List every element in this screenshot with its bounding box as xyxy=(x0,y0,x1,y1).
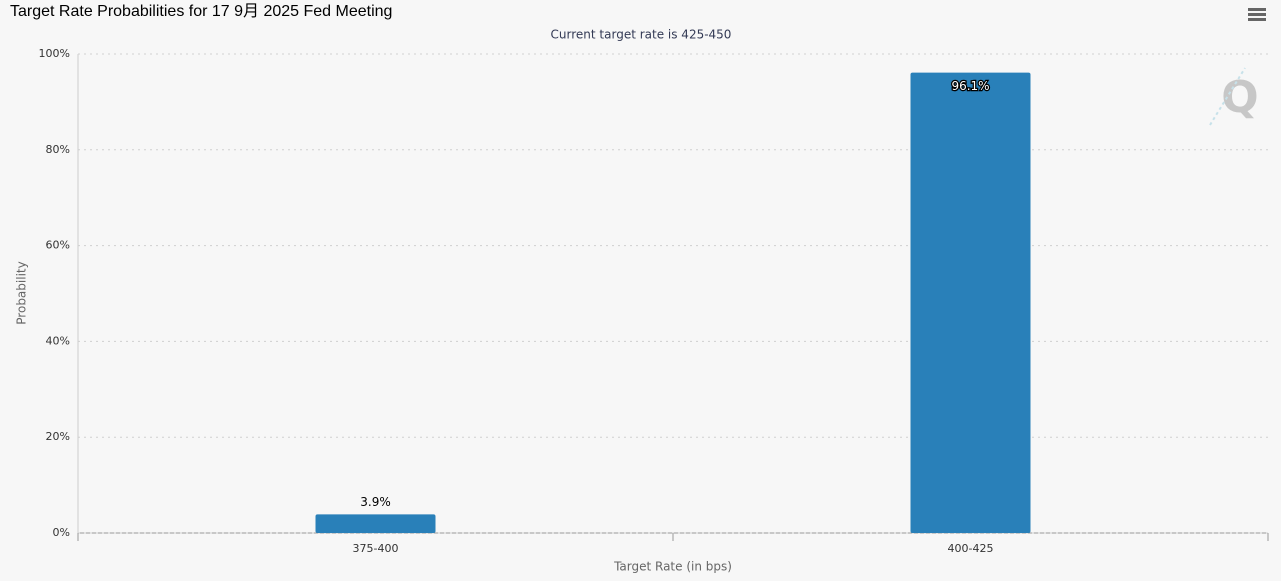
chart-title: Target Rate Probabilities for 17 9月 2025… xyxy=(10,3,392,20)
value-label-outline: 96.1% xyxy=(951,79,989,93)
menu-bar xyxy=(1248,18,1266,21)
y-tick-label: 100% xyxy=(39,47,70,60)
y-axis-title: Probability xyxy=(15,261,29,324)
y-tick-label: 60% xyxy=(46,239,70,252)
x-tick-label: 375-400 xyxy=(353,542,399,555)
bar xyxy=(315,514,436,533)
x-axis-title: Target Rate (in bps) xyxy=(613,560,732,574)
logo-stripe xyxy=(1209,67,1246,126)
y-tick-label: 40% xyxy=(46,334,70,347)
y-tick-label: 0% xyxy=(53,526,70,539)
menu-button[interactable] xyxy=(1248,8,1266,21)
x-tick-label: 400-425 xyxy=(948,542,994,555)
bar xyxy=(910,72,1031,533)
menu-bar xyxy=(1248,8,1266,11)
value-label: 96.1% xyxy=(951,79,989,93)
logo: Q xyxy=(1209,67,1259,126)
value-label: 3.9% xyxy=(360,495,391,509)
chart-subtitle: Current target rate is 425-450 xyxy=(551,28,732,42)
y-tick-label: 80% xyxy=(46,143,70,156)
y-tick-label: 20% xyxy=(46,430,70,443)
menu-bar xyxy=(1248,13,1266,16)
